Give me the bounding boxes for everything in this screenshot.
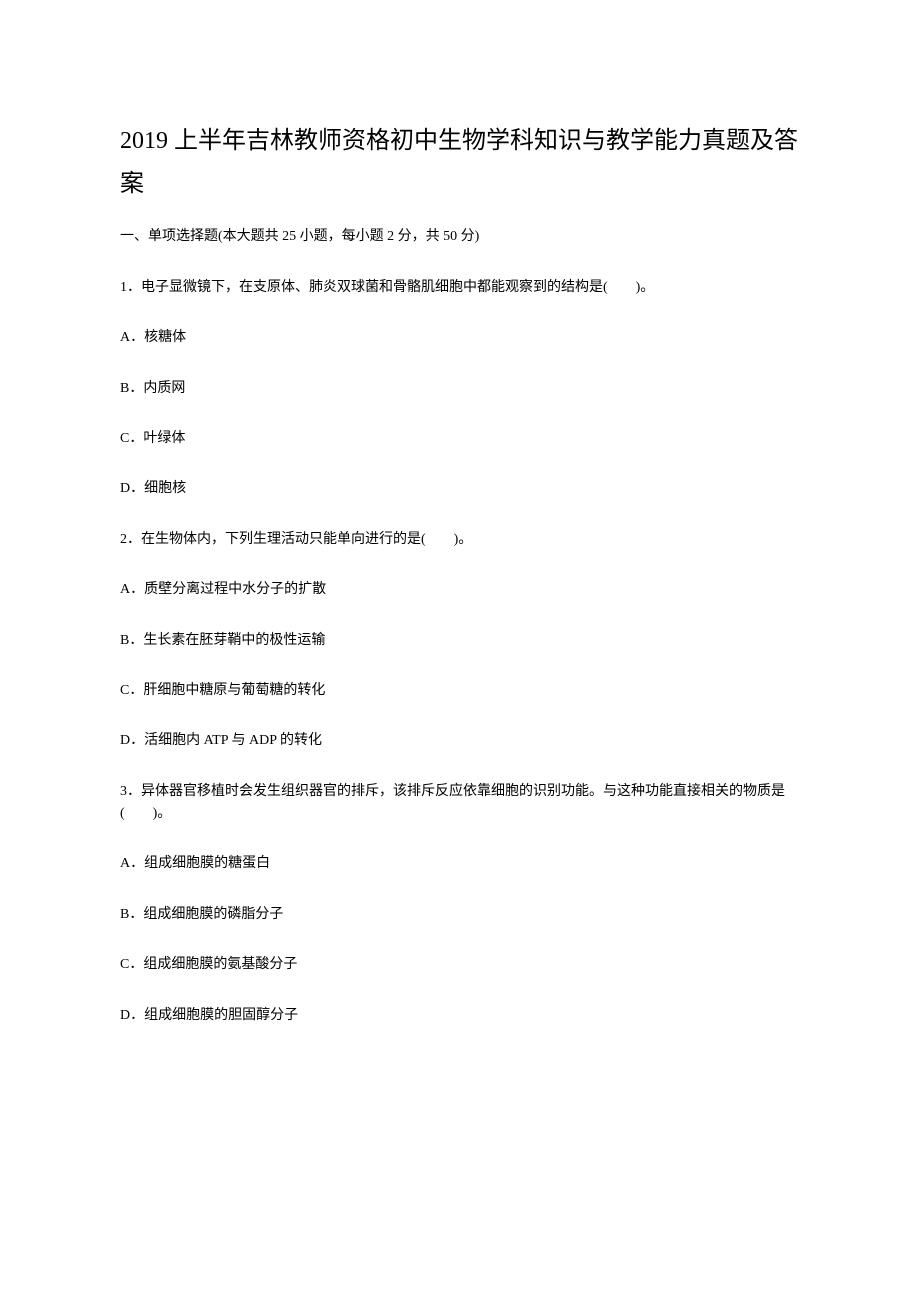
question-3-option-b: B．组成细胞膜的磷脂分子 bbox=[120, 904, 800, 926]
question-1-text: 1．电子显微镜下，在支原体、肺炎双球菌和骨骼肌细胞中都能观察到的结构是( )。 bbox=[120, 277, 800, 299]
question-2-option-d: D．活细胞内 ATP 与 ADP 的转化 bbox=[120, 730, 800, 752]
question-3-option-a: A．组成细胞膜的糖蛋白 bbox=[120, 853, 800, 875]
document-title: 2019 上半年吉林教师资格初中生物学科知识与教学能力真题及答案 bbox=[120, 120, 800, 206]
question-3-option-d: D．组成细胞膜的胆固醇分子 bbox=[120, 1005, 800, 1027]
question-2-option-b: B．生长素在胚芽鞘中的极性运输 bbox=[120, 630, 800, 652]
question-3-option-c: C．组成细胞膜的氨基酸分子 bbox=[120, 954, 800, 976]
question-1-option-a: A．核糖体 bbox=[120, 327, 800, 349]
question-2-option-a: A．质壁分离过程中水分子的扩散 bbox=[120, 579, 800, 601]
question-1-option-b: B．内质网 bbox=[120, 378, 800, 400]
question-2-option-c: C．肝细胞中糖原与葡萄糖的转化 bbox=[120, 680, 800, 702]
question-1-option-d: D．细胞核 bbox=[120, 478, 800, 500]
question-1-option-c: C．叶绿体 bbox=[120, 428, 800, 450]
section-header: 一、单项选择题(本大题共 25 小题，每小题 2 分，共 50 分) bbox=[120, 226, 800, 248]
question-3-text: 3．异体器官移植时会发生组织器官的排斥，该排斥反应依靠细胞的识别功能。与这种功能… bbox=[120, 781, 800, 826]
question-2-text: 2．在生物体内，下列生理活动只能单向进行的是( )。 bbox=[120, 529, 800, 551]
